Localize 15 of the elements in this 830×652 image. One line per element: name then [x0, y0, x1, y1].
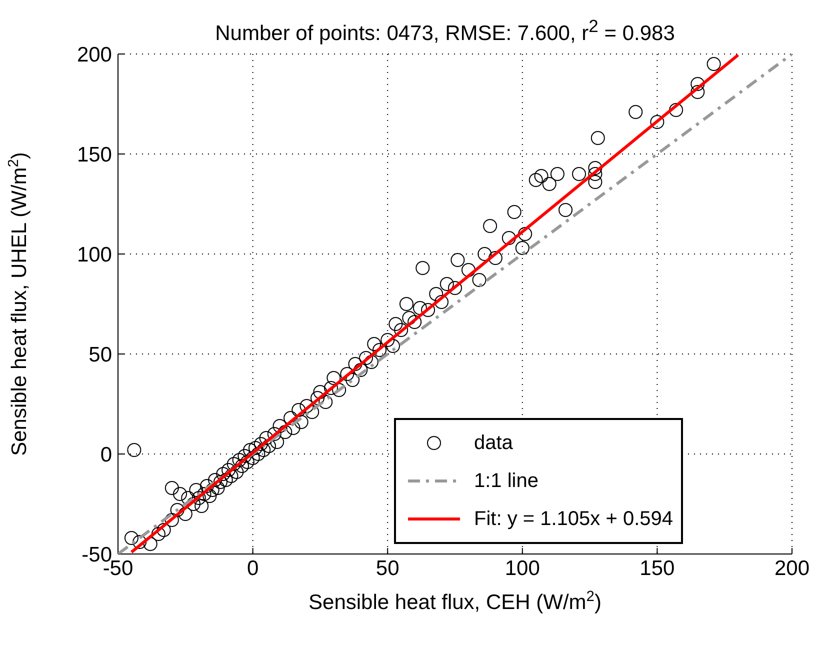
x-tick-label: 0 [246, 556, 259, 580]
x-axis-title: Sensible heat flux, CEH (W/m$^{2}$) [308, 589, 602, 614]
y-tick-label: 200 [76, 43, 112, 66]
legend-label: data [474, 432, 513, 454]
x-tick-label: 50 [376, 556, 400, 580]
y-tick-label: 100 [76, 243, 112, 266]
y-tick-label: 0 [100, 443, 112, 466]
x-tick-label: 200 [774, 556, 810, 580]
y-tick-label: 50 [88, 343, 112, 366]
legend-label: 1:1 line [474, 470, 538, 492]
chart-title: Number of points: 0473, RMSE: 7.600, r$^{2}$ = 0.983 [214, 15, 676, 45]
legend-label: Fit: y = 1.105x + 0.594 [474, 508, 674, 530]
x-tick-label: 150 [640, 556, 675, 580]
y-tick-label: 150 [76, 143, 112, 166]
x-tick-label: 100 [504, 556, 540, 580]
